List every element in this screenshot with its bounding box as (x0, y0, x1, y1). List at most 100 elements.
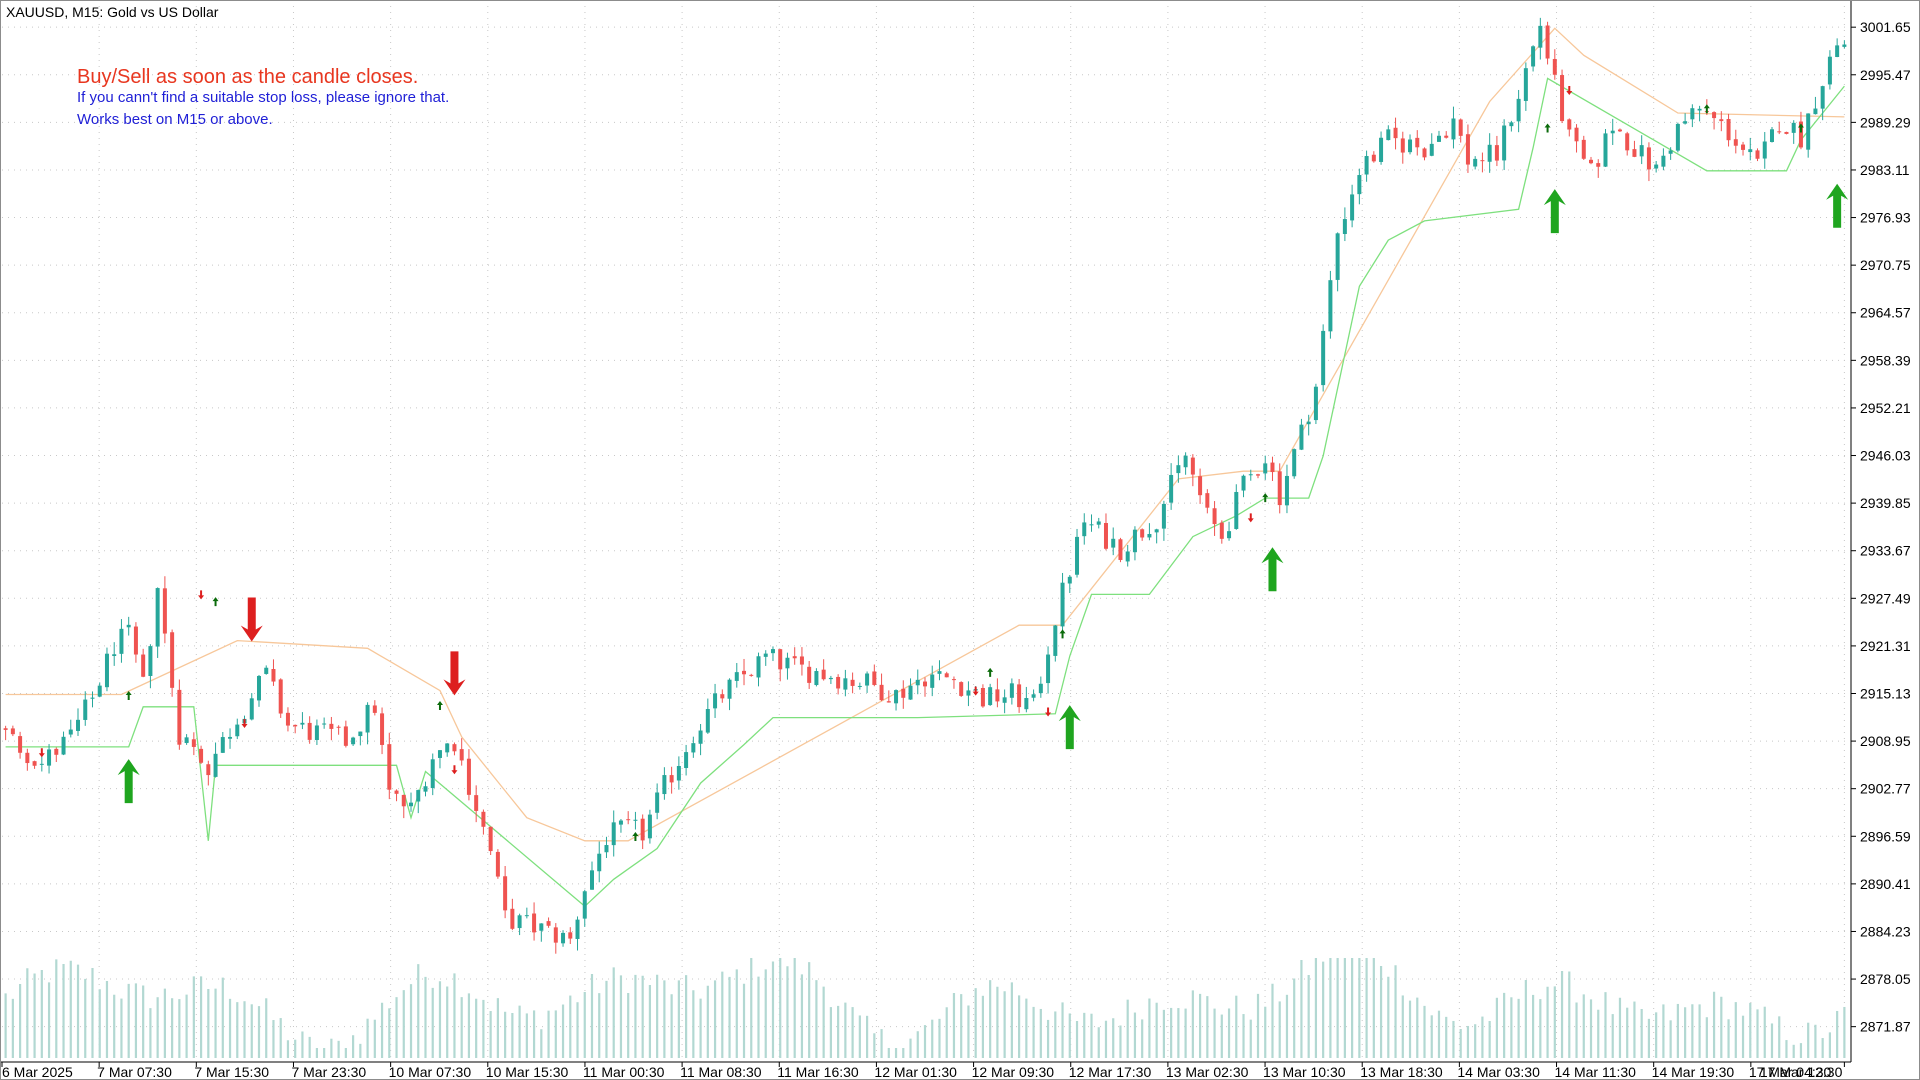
candle-body (1067, 576, 1072, 584)
bear-candle (1545, 21, 1550, 65)
bull-candle (358, 731, 363, 746)
bear-candle (1741, 141, 1746, 156)
bull-candle (39, 755, 44, 772)
bull-candle (126, 616, 131, 636)
candle-body (524, 915, 529, 917)
candle-body (162, 588, 167, 634)
bull-candle (90, 691, 95, 708)
bear-candle (488, 826, 493, 856)
bull-candle (1842, 40, 1847, 49)
candles[interactable] (3, 17, 1847, 954)
bull-candle (676, 756, 681, 790)
candle-body (184, 737, 189, 744)
bull-candle (1675, 122, 1680, 153)
time-tick-label: 14 Mar 11:30 (1555, 1064, 1637, 1080)
candle-body (1458, 119, 1463, 136)
bear-candle (1712, 111, 1717, 130)
bear-candle (401, 794, 406, 819)
bull-candle (1690, 104, 1695, 128)
candle-body (1516, 98, 1521, 122)
sell-arrow-icon (443, 651, 466, 696)
bull-candle (1668, 147, 1673, 160)
small-buy-arrow-icon (212, 597, 219, 607)
candle-body (894, 690, 899, 704)
candle-body (1581, 139, 1586, 159)
bear-candle (1589, 156, 1594, 165)
candle-body (1480, 160, 1485, 162)
candle-body (481, 811, 486, 827)
bear-candle (459, 738, 464, 766)
price-tick-label: 2927.49 (1860, 590, 1911, 606)
bull-candle (1263, 455, 1268, 480)
bull-candle (1806, 113, 1811, 158)
candle-body (647, 814, 652, 839)
bull-candle (589, 861, 594, 890)
price-tick-label: 2933.67 (1860, 543, 1911, 559)
candle-body (387, 744, 392, 790)
bull-candle (423, 781, 428, 797)
candle-body (1625, 133, 1630, 151)
bull-candle (228, 728, 233, 749)
bull-candle (655, 783, 660, 820)
bull-candle (1053, 624, 1058, 662)
candle-body (90, 697, 95, 699)
candle-body (995, 689, 1000, 702)
candle-body (1755, 150, 1760, 159)
candle-body (104, 653, 109, 688)
candle-body (930, 674, 935, 688)
bear-candle (329, 716, 334, 741)
candle-body (1270, 462, 1275, 473)
candle-body (256, 675, 261, 701)
note-line-3: Works best on M15 or above. (77, 111, 273, 128)
bear-candle (1118, 537, 1123, 563)
candle-body (951, 679, 956, 681)
candle-body (1009, 683, 1014, 698)
candle-body (1436, 135, 1441, 142)
candle-body (734, 672, 739, 681)
price-tick-label: 2896.59 (1860, 828, 1911, 844)
candle-body (1545, 25, 1550, 59)
bear-candle (1140, 528, 1145, 541)
bull-candle (1031, 689, 1036, 702)
time-tick-label: 11 Mar 00:30 (583, 1064, 665, 1080)
candle-body (372, 705, 377, 713)
candle-body (1002, 697, 1007, 703)
bear-candle (944, 671, 949, 678)
candle-body (669, 775, 674, 783)
candle-body (1683, 121, 1688, 124)
price-tick-label: 2970.75 (1860, 257, 1911, 273)
time-axis[interactable]: 6 Mar 2025 7 Mar 07:30 7 Mar 15:30 7 Mar 23… (1, 1062, 1845, 1080)
price-axis[interactable]: 3001.65 2995.47 2989.29 2983.11 2976.93 2970.… (1851, 19, 1911, 1035)
bull-candle (235, 718, 240, 740)
buy-arrow-icon (1543, 189, 1566, 234)
candle-body (1690, 108, 1695, 120)
candle-body (1632, 149, 1637, 157)
volume-histogram (4, 958, 1846, 1058)
bear-candle (1581, 135, 1586, 160)
candle-body (1292, 449, 1297, 477)
bull-candle (1357, 168, 1362, 205)
bull-candle (647, 809, 652, 844)
bull-candle (1661, 148, 1666, 171)
bear-candle (394, 789, 399, 802)
candle-body (908, 685, 913, 700)
bear-candle (792, 647, 797, 665)
bear-candle (1458, 118, 1463, 143)
bull-candle (1791, 120, 1796, 144)
bear-candle (141, 648, 146, 678)
bull-candle (828, 675, 833, 685)
bear-candle (1560, 69, 1565, 124)
bull-candle (1009, 678, 1014, 705)
candle-body (539, 923, 544, 931)
candle-body (742, 670, 747, 675)
bear-candle (191, 732, 196, 756)
small-buy-arrow-icon (632, 831, 639, 841)
time-tick-label: 17 Mar 12:30 (1760, 1064, 1843, 1080)
bull-candle (220, 731, 225, 754)
candle-body (503, 876, 508, 911)
bear-candle (553, 923, 558, 954)
time-tick-label: 13 Mar 18:30 (1360, 1064, 1443, 1080)
bull-candle (184, 734, 189, 745)
bear-candle (1465, 124, 1470, 173)
